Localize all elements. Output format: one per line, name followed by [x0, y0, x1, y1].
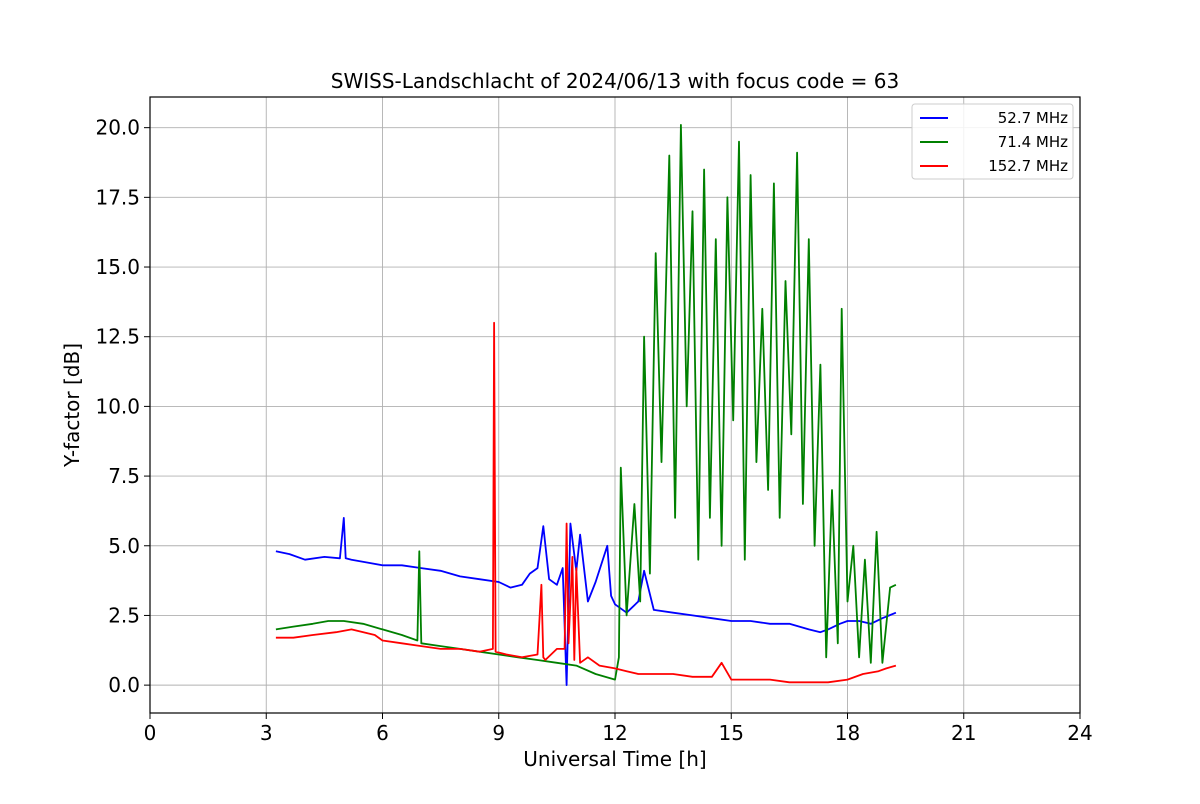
legend: 52.7 MHz 71.4 MHz 152.7 MHz — [911, 103, 1074, 180]
legend-label: 71.4 MHz — [993, 133, 1068, 151]
y-tick-label: 7.5 — [108, 464, 140, 488]
x-tick-label: 24 — [1067, 721, 1092, 745]
legend-label: 152.7 MHz — [988, 157, 1068, 175]
series-line-2 — [275, 124, 897, 681]
x-tick-label: 21 — [951, 721, 976, 745]
x-tick-label: 12 — [602, 721, 627, 745]
series-line-3 — [275, 321, 897, 684]
tick-layer: 0 3 6 9 12 15 18 21 24 0.0 2.5 5.0 7.5 10.0 12.5 15.0 17… — [95, 116, 1092, 745]
x-tick-label: 15 — [719, 721, 744, 745]
legend-entries: 52.7 MHz 71.4 MHz 152.7 MHz — [920, 109, 1068, 175]
y-tick-label: 5.0 — [108, 534, 140, 558]
x-tick-label: 6 — [376, 721, 389, 745]
x-tick-label: 18 — [835, 721, 860, 745]
x-axis-label: Universal Time [h] — [523, 747, 706, 771]
chart-title: SWISS-Landschlacht of 2024/06/13 with fo… — [331, 69, 899, 93]
y-tick-label: 10.0 — [95, 394, 140, 418]
legend-box — [911, 103, 1074, 180]
series-layer — [275, 124, 897, 686]
x-tick-label: 9 — [492, 721, 505, 745]
y-tick-label: 12.5 — [95, 325, 140, 349]
x-tick-label: 3 — [260, 721, 273, 745]
y-tick-label: 0.0 — [108, 673, 140, 697]
y-tick-label: 2.5 — [108, 603, 140, 627]
y-tick-label: 17.5 — [95, 185, 140, 209]
y-tick-label: 15.0 — [95, 255, 140, 279]
y-axis-label: Y-factor [dB] — [60, 343, 84, 468]
legend-label: 52.7 MHz — [993, 109, 1068, 127]
x-tick-label: 0 — [144, 721, 157, 745]
y-tick-label: 20.0 — [95, 116, 140, 140]
